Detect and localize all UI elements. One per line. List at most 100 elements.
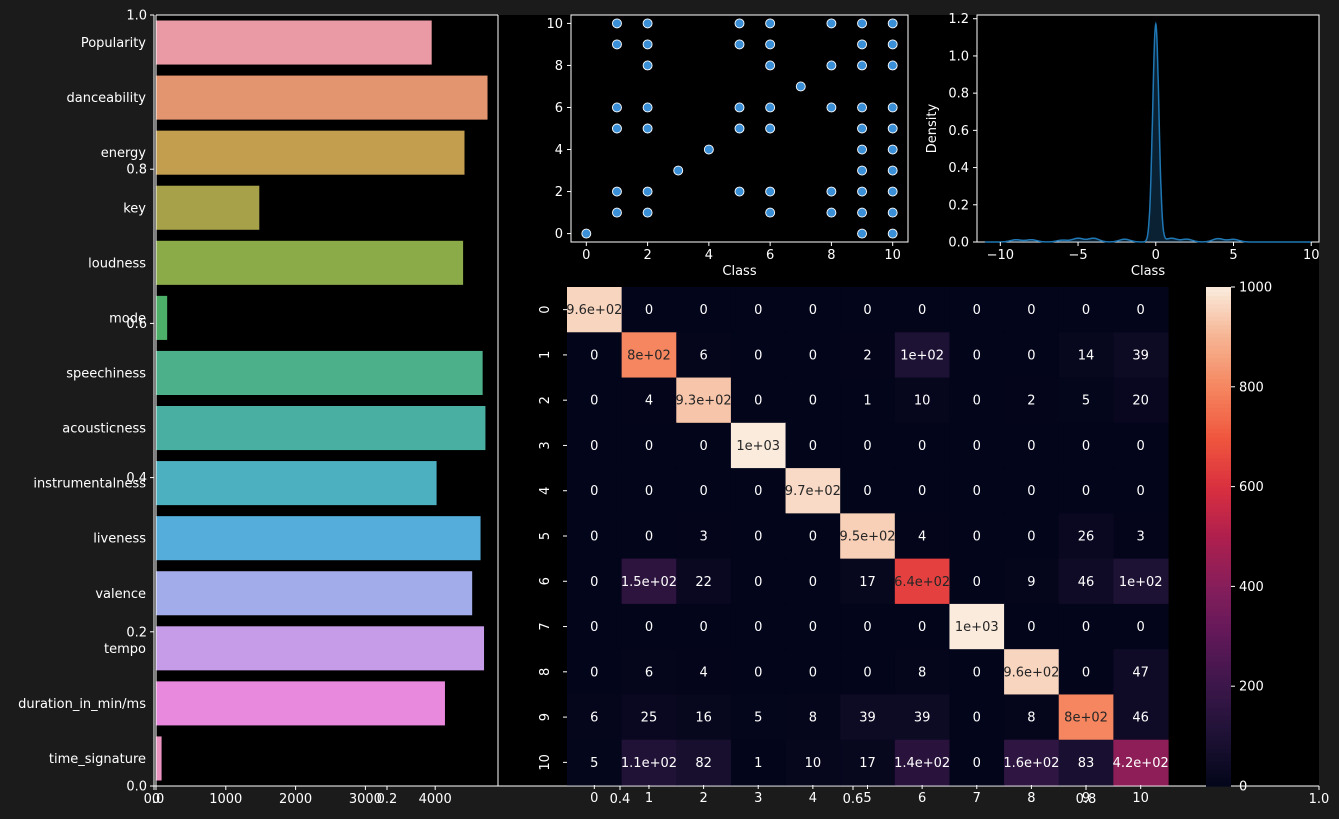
heatmap-cell [730, 332, 787, 379]
heatmap-cell [567, 468, 623, 514]
colorbar-segment [1206, 686, 1231, 691]
heatmap-cell [1004, 739, 1060, 786]
heatmap-cell-annotation: 0 [809, 303, 817, 318]
heatmap-cell [621, 603, 677, 650]
scatter-point [826, 18, 837, 29]
density-y-tick-label: 1.2 [948, 12, 969, 27]
colorbar-segment [1206, 415, 1231, 421]
bar-x-tick-label: 1000 [209, 792, 242, 807]
heatmap-cell-annotation: 0 [918, 303, 926, 318]
colorbar-segment [1206, 736, 1231, 741]
colorbar-segment [1206, 586, 1231, 592]
heatmap-cell-annotation: 0 [645, 620, 653, 635]
heatmap-cell-annotation: 0 [1027, 439, 1035, 454]
heatmap-cell-annotation: 2 [1027, 394, 1035, 409]
heatmap-cell [730, 603, 787, 650]
heatmap-cell-annotation: 16 [695, 711, 712, 726]
colorbar-segment [1206, 519, 1231, 525]
heatmap-cell [785, 739, 841, 786]
scatter-point [734, 18, 745, 29]
scatter-point [734, 39, 745, 50]
heatmap-cell [1004, 558, 1060, 605]
heatmap-cell [676, 739, 732, 786]
heatmap-cell [567, 332, 623, 379]
heatmap-cell-annotation: 0 [1082, 439, 1090, 454]
heatmap-cell [949, 558, 1005, 605]
heatmap-cell [1004, 422, 1060, 469]
colorbar-tick-label: 0 [1239, 780, 1247, 795]
colorbar-segment [1206, 752, 1231, 758]
scatter-point [765, 18, 776, 29]
density-line [984, 21, 1312, 243]
heatmap-cell-annotation: 9.7e+02 [785, 484, 841, 499]
scatter-point [887, 144, 898, 155]
heatmap-cell [785, 377, 841, 424]
heatmap-cell [894, 468, 951, 514]
heatmap-cell [840, 694, 896, 741]
bar-x-tick-label: 0 [152, 792, 160, 807]
heatmap-cell [1113, 332, 1169, 379]
heatmap-cell [621, 422, 677, 469]
heatmap-cell [676, 287, 732, 333]
scatter-point [765, 123, 776, 134]
scatter-y-tick-label: 0 [555, 227, 563, 242]
heatmap-cell [621, 377, 677, 424]
heatmap-cell [949, 377, 1005, 424]
heatmap-cell-annotation: 0 [645, 303, 653, 318]
scatter-x-tick-label: 2 [643, 248, 651, 263]
scatter-point [642, 18, 653, 29]
scatter-point [795, 81, 806, 92]
scatter-y-tick-label: 6 [555, 101, 563, 116]
colorbar-segment [1206, 449, 1231, 454]
heatmap-cell-annotation: 0 [863, 665, 871, 680]
heatmap-cell-annotation: 17 [859, 575, 876, 590]
heatmap-cell-annotation: 14 [1078, 348, 1095, 363]
scatter-point [734, 123, 745, 134]
scatter-x-axis-label: Class [722, 264, 756, 279]
heatmap-cell [567, 422, 623, 469]
heatmap-cell [1058, 468, 1114, 514]
heatmap-cell [1113, 603, 1169, 650]
scatter-point [765, 186, 776, 197]
bar-category-label: speechiness [66, 366, 146, 381]
scatter-point [612, 186, 622, 197]
density-x-tick-label: −10 [987, 248, 1014, 263]
colorbar-segment [1206, 486, 1231, 492]
scatter-point [642, 39, 653, 50]
bar-category-label: duration_in_min/ms [18, 697, 146, 712]
heatmap-cell-annotation: 1e+03 [955, 620, 999, 635]
density-y-tick-label: 0.8 [948, 87, 969, 102]
colorbar-segment [1206, 474, 1231, 479]
colorbar-segment [1206, 623, 1231, 629]
colorbar-segment [1206, 715, 1231, 721]
colorbar-segment [1206, 594, 1231, 600]
heatmap-cell [1058, 287, 1114, 333]
heatmap-cell [676, 468, 732, 514]
colorbar-segment [1206, 769, 1231, 775]
bar-category-label: mode [109, 311, 146, 326]
heatmap-cell-annotation: 0 [1027, 530, 1035, 545]
colorbar-segment [1206, 461, 1231, 467]
bar [156, 20, 432, 65]
scatter-point [857, 123, 867, 134]
density-plot-area [976, 14, 1320, 243]
heatmap-cell-annotation: 0 [590, 665, 598, 680]
scatter-x-tick-label: 4 [705, 248, 713, 263]
heatmap-cell [840, 513, 896, 560]
heatmap-cell-annotation: 6 [590, 711, 598, 726]
colorbar-segment [1206, 395, 1231, 400]
scatter-point [765, 207, 776, 218]
heatmap-cell [730, 649, 787, 696]
density-x-tick-label: 10 [1303, 248, 1320, 263]
colorbar-segment [1206, 665, 1231, 671]
heatmap-cell-annotation: 0 [754, 484, 762, 499]
colorbar-segment [1206, 740, 1231, 746]
colorbar-segment [1206, 682, 1231, 687]
colorbar-segment [1206, 607, 1231, 612]
heatmap-cell-annotation: 0 [754, 620, 762, 635]
heatmap-x-tick-label: 8 [1027, 791, 1035, 806]
bar [156, 681, 445, 726]
scatter-point [887, 123, 898, 134]
heatmap-x-tick-label: 9 [1082, 791, 1090, 806]
heatmap-cell [567, 287, 623, 333]
